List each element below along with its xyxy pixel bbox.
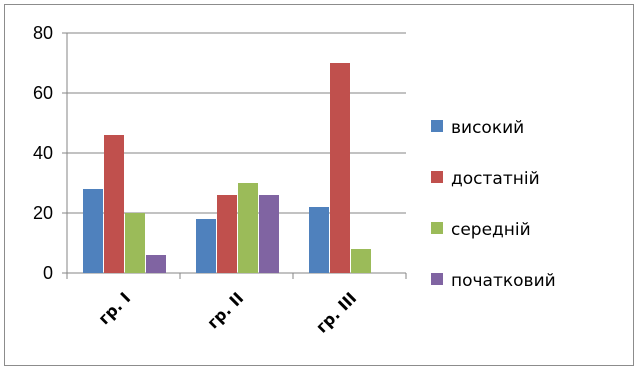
x-category-label: гр. ІІ bbox=[203, 288, 247, 332]
bar-середній-2 bbox=[351, 249, 371, 273]
y-tick-label: 20 bbox=[33, 203, 53, 223]
y-tick-label: 0 bbox=[43, 263, 53, 283]
legend-label-2: середній bbox=[451, 220, 531, 240]
bar-достатній-0 bbox=[104, 135, 124, 273]
x-category-label: гр. ІІІ bbox=[312, 288, 360, 336]
legend-swatch-0 bbox=[431, 120, 443, 132]
bars bbox=[83, 63, 371, 273]
legend-swatch-1 bbox=[431, 171, 443, 183]
legend-swatch-2 bbox=[431, 222, 443, 234]
x-axis-categories: гр. І гр. ІІ гр. ІІІ bbox=[94, 288, 360, 336]
y-tick-label: 60 bbox=[33, 83, 53, 103]
legend-label-0: високий bbox=[451, 118, 524, 138]
y-axis-ticks: 0 20 40 60 80 bbox=[33, 23, 53, 283]
bar-середній-0 bbox=[125, 213, 145, 273]
bar-початковий-1 bbox=[259, 195, 279, 273]
bar-достатній-2 bbox=[330, 63, 350, 273]
x-category-label: гр. І bbox=[94, 288, 134, 328]
bar-високий-1 bbox=[196, 219, 216, 273]
legend: високий достатній середній початковий bbox=[431, 118, 556, 291]
legend-label-3: початковий bbox=[451, 271, 556, 291]
legend-label-1: достатній bbox=[451, 169, 540, 189]
bar-високий-0 bbox=[83, 189, 103, 273]
y-tick-label: 80 bbox=[33, 23, 53, 43]
y-tick-label: 40 bbox=[33, 143, 53, 163]
bar-достатній-1 bbox=[217, 195, 237, 273]
legend-swatch-3 bbox=[431, 273, 443, 285]
bar-початковий-0 bbox=[146, 255, 166, 273]
bar-середній-1 bbox=[238, 183, 258, 273]
bar-високий-2 bbox=[309, 207, 329, 273]
